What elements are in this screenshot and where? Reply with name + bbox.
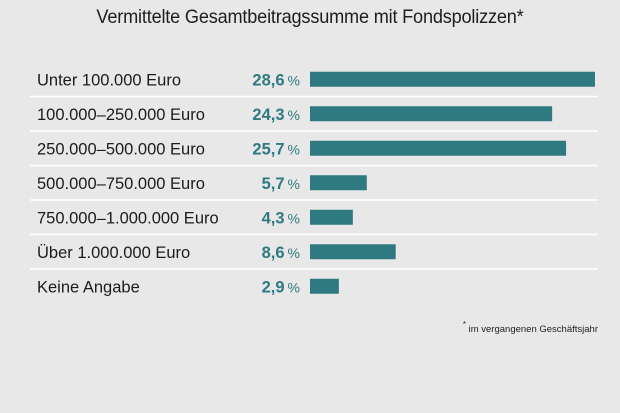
bar — [310, 140, 567, 156]
bar — [310, 71, 595, 87]
chart-rows: Unter 100.000 Euro 28,6 % 100.000–250.000 E… — [30, 71, 598, 296]
category-label: 750.000–1.000.000 Euro — [37, 209, 219, 227]
value-label: 8,6% — [262, 244, 300, 262]
category-label: Über 1.000.000 Euro — [37, 244, 190, 262]
category-label: 100.000–250.000 Euro — [37, 106, 205, 124]
value-label: 2,9% — [262, 278, 300, 296]
category-label: 500.000–750.000 Euro — [37, 175, 205, 193]
value-label: 28,6% — [252, 71, 300, 89]
bar — [310, 106, 553, 122]
bar — [310, 175, 367, 191]
footnote-marker: * — [462, 320, 466, 329]
category-label: Unter 100.000 Euro — [37, 71, 181, 89]
value-label: 4,3% — [262, 209, 300, 227]
footnote: * im vergangenen Geschäftsjahr — [462, 320, 598, 336]
bar — [310, 278, 339, 294]
value-label: 25,7% — [252, 140, 300, 158]
footnote-text: im vergangenen Geschäftsjahr — [468, 324, 598, 336]
value-label: 5,7% — [262, 175, 300, 193]
value-label: 24,3% — [252, 106, 300, 124]
bar — [310, 244, 396, 260]
category-label: Keine Angabe — [37, 278, 140, 296]
chart-title: Vermittelte Gesamtbeitragssumme mit Fond… — [96, 6, 524, 28]
category-label: 250.000–500.000 Euro — [37, 140, 205, 158]
bar — [310, 209, 353, 225]
